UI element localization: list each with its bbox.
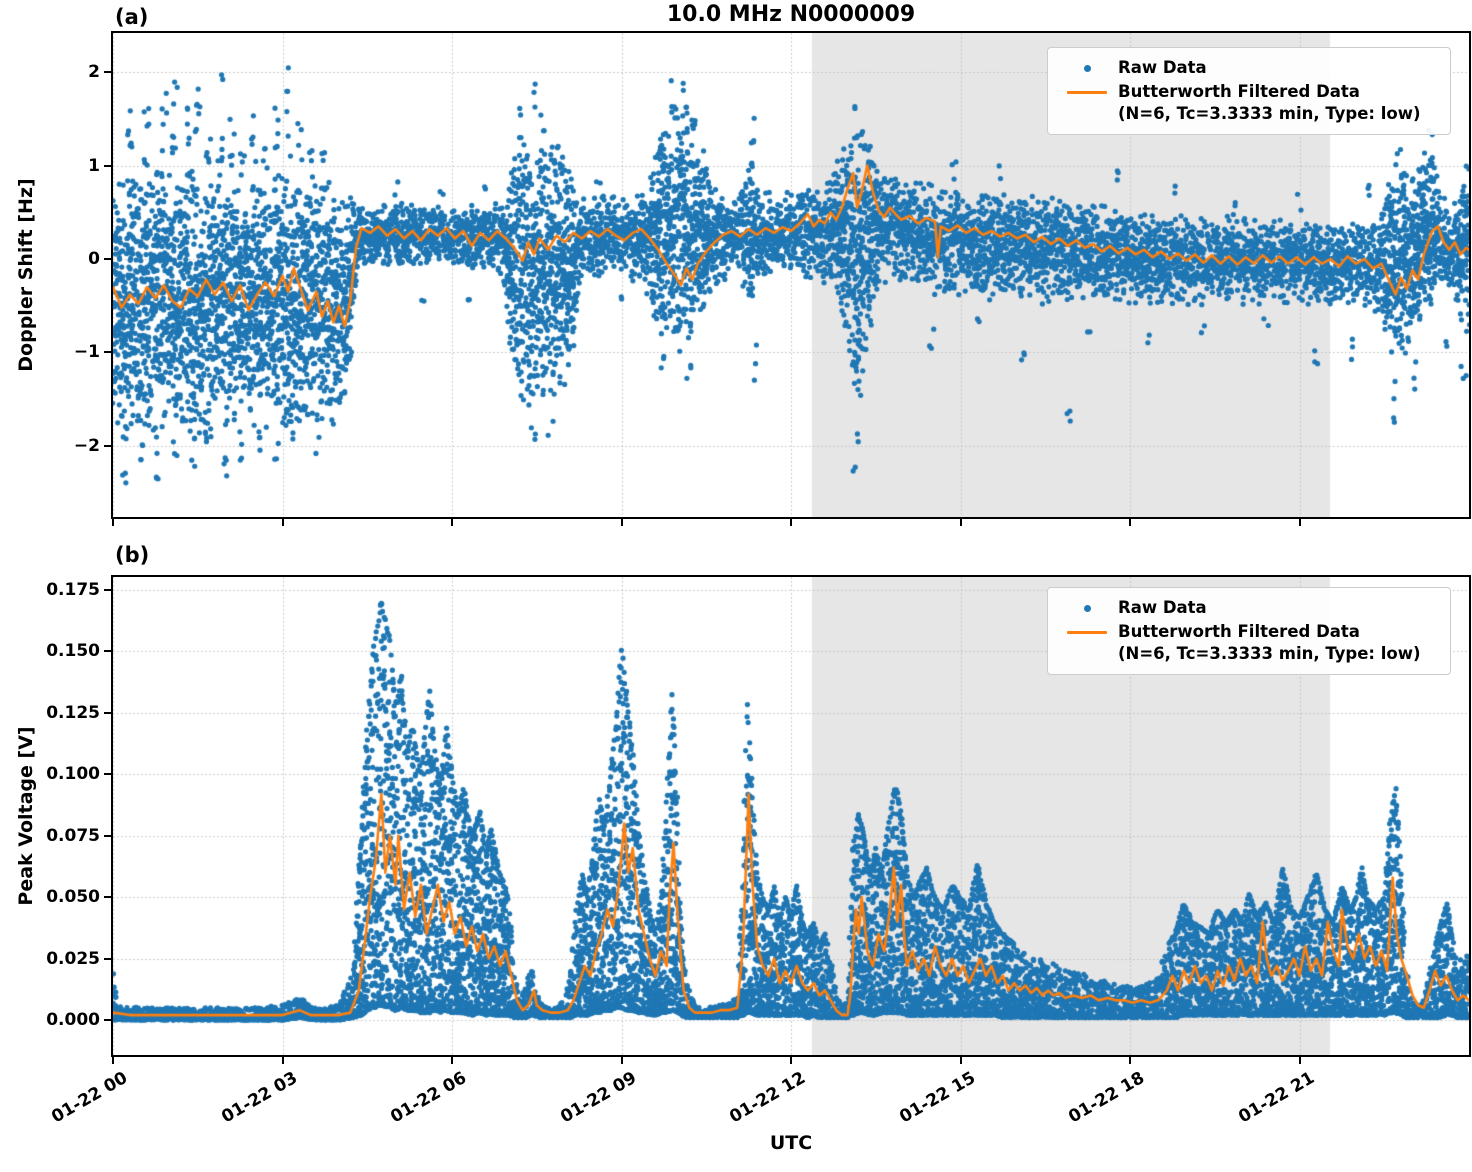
y-tick-mark (104, 834, 111, 837)
legend-a-raw-label: Raw Data (1118, 58, 1207, 77)
x-tick-mark (790, 519, 792, 526)
y-tick-label: 0.100 (46, 764, 100, 785)
x-tick-mark (959, 519, 962, 526)
legend-b: Raw Data Butterworth Filtered Data (N=6,… (1047, 587, 1451, 675)
x-tick-mark (959, 1057, 962, 1064)
y-tick-label: 2 (88, 62, 100, 83)
x-tick-mark (1298, 519, 1301, 526)
legend-a: Raw Data Butterworth Filtered Data (N=6,… (1047, 47, 1451, 135)
x-tick-mark (620, 1057, 623, 1064)
y-tick-label: 0.075 (46, 825, 100, 846)
y-tick-label: 0.125 (46, 702, 100, 723)
y-tick-mark (104, 71, 111, 74)
y-tick-label: −2 (73, 435, 100, 456)
x-tick-mark (112, 1057, 114, 1064)
x-tick-mark (620, 519, 623, 526)
x-tick-mark (281, 1057, 284, 1064)
y-tick-label: 0.000 (46, 1009, 100, 1030)
legend-b-filtered-label: Butterworth Filtered Data (N=6, Tc=3.333… (1118, 621, 1421, 665)
y-tick-label: 0.175 (46, 580, 100, 601)
y-tick-mark (104, 164, 111, 167)
legend-b-filtered-label-line2: (N=6, Tc=3.3333 min, Type: low) (1118, 643, 1421, 663)
x-axis-label-utc: UTC (769, 1132, 813, 1154)
x-tick-mark (1129, 1057, 1131, 1064)
x-tick-label: 01-22 15 (895, 1068, 979, 1128)
x-tick-mark (1129, 519, 1131, 526)
filtered-line-marker-icon (1056, 81, 1118, 103)
y-tick-label: 0.150 (46, 641, 100, 662)
x-tick-label: 01-22 12 (726, 1068, 809, 1128)
legend-b-raw-label: Raw Data (1118, 598, 1207, 617)
legend-b-filtered-row: Butterworth Filtered Data (N=6, Tc=3.333… (1056, 621, 1442, 665)
x-tick-mark (451, 519, 453, 526)
x-tick-label: 01-22 03 (217, 1068, 301, 1128)
legend-a-filtered-label: Butterworth Filtered Data (N=6, Tc=3.333… (1118, 81, 1421, 125)
panel-b-tag: (b) (115, 543, 150, 567)
legend-a-filtered-label-line2: (N=6, Tc=3.3333 min, Type: low) (1118, 103, 1421, 123)
x-tick-label: 01-22 09 (556, 1068, 640, 1128)
y-tick-label: 0.050 (46, 887, 100, 908)
x-tick-mark (1298, 1057, 1301, 1064)
x-tick-label: 01-22 21 (1234, 1068, 1318, 1128)
y-tick-mark (104, 896, 111, 899)
filtered-line-marker-icon (1056, 621, 1118, 643)
x-tick-label: 01-22 18 (1065, 1068, 1148, 1128)
legend-a-filtered-row: Butterworth Filtered Data (N=6, Tc=3.333… (1056, 81, 1442, 125)
legend-a-raw-row: Raw Data (1056, 57, 1442, 79)
y-tick-mark (104, 711, 111, 714)
panel-b-frame (111, 575, 1471, 1057)
y-tick-label: 1 (88, 155, 100, 176)
raw-data-marker-icon (1056, 57, 1118, 79)
legend-a-filtered-label-line1: Butterworth Filtered Data (1118, 82, 1360, 101)
y-tick-label: 0 (88, 249, 100, 270)
y-tick-mark (104, 589, 111, 592)
y-tick-mark (104, 351, 111, 354)
x-tick-mark (451, 1057, 453, 1064)
y-tick-mark (104, 773, 111, 776)
raw-data-marker-icon (1056, 597, 1118, 619)
y-tick-mark (104, 258, 111, 261)
x-tick-mark (281, 519, 284, 526)
y-tick-mark (104, 444, 111, 447)
y-tick-label: 0.025 (46, 948, 100, 969)
y-tick-mark (104, 1018, 111, 1021)
y-tick-mark (104, 957, 111, 960)
panel-a-frame (111, 31, 1471, 519)
x-tick-mark (112, 519, 114, 526)
x-tick-label: 01-22 06 (387, 1068, 470, 1128)
x-tick-label: 01-22 00 (48, 1068, 131, 1128)
y-tick-label: −1 (73, 342, 100, 363)
y-axis-label-voltage: Peak Voltage [V] (15, 726, 37, 906)
legend-b-filtered-label-line1: Butterworth Filtered Data (1118, 622, 1360, 641)
figure-title: 10.0 MHz N0000009 (666, 2, 916, 27)
panel-a-tag: (a) (115, 5, 149, 29)
y-tick-mark (104, 650, 111, 653)
legend-b-raw-row: Raw Data (1056, 597, 1442, 619)
x-tick-mark (790, 1057, 792, 1064)
